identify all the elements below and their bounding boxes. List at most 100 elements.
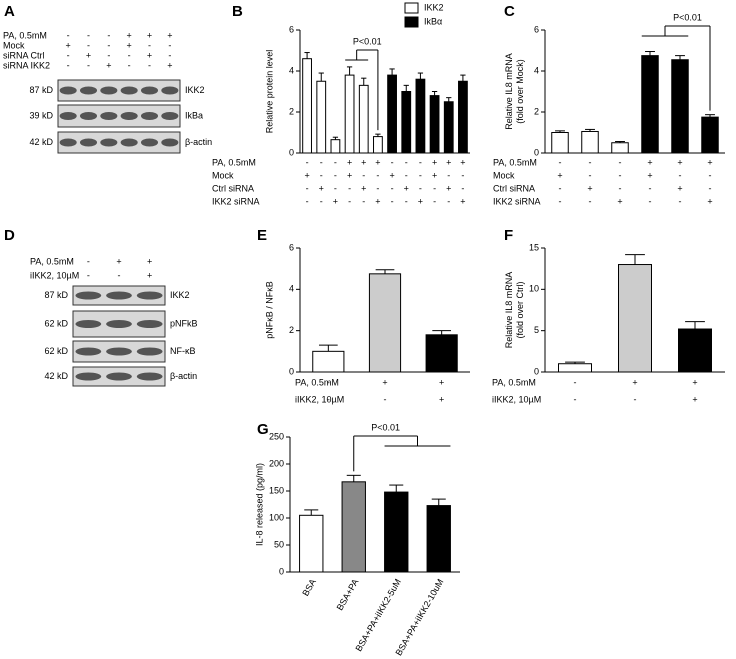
- condition-sign: +: [677, 157, 682, 167]
- condition-label: PA, 0.5mM: [295, 377, 339, 387]
- condition-sign: +: [632, 377, 637, 387]
- legend-swatch: [404, 2, 419, 14]
- condition-sign: -: [447, 196, 450, 206]
- x-tick-label: BSA+PA: [335, 577, 361, 612]
- blot-band: [120, 86, 138, 95]
- condition-sign: +: [106, 60, 111, 70]
- size-label: 39 kD: [29, 110, 53, 120]
- condition-sign: +: [127, 30, 132, 40]
- blot-band: [161, 112, 179, 120]
- y-tick-label: 0: [289, 366, 294, 376]
- blot-band: [75, 347, 102, 356]
- blot-band: [59, 138, 77, 147]
- condition-label: PA, 0.5mM: [492, 377, 536, 387]
- condition-sign: -: [574, 394, 577, 404]
- condition-sign: -: [327, 377, 330, 387]
- x-tick-label: BSA+PA+iIKK2-5uM: [353, 577, 403, 653]
- bar: [368, 273, 402, 373]
- condition-sign: +: [147, 256, 152, 266]
- condition-sign: +: [418, 196, 423, 206]
- condition-sign: +: [361, 157, 366, 167]
- condition-sign: +: [617, 196, 622, 206]
- y-tick-label: 200: [269, 458, 284, 468]
- y-tick-label: 4: [289, 284, 294, 294]
- condition-sign: -: [709, 170, 712, 180]
- condition-label: PA, 0.5mM: [3, 30, 47, 40]
- condition-label: Ctrl siRNA: [493, 183, 535, 193]
- condition-sign: -: [320, 157, 323, 167]
- condition-sign: +: [677, 183, 682, 193]
- bar: [358, 84, 369, 154]
- condition-sign: -: [118, 270, 121, 280]
- blot-band: [75, 291, 102, 300]
- y-axis-label: Relative IL8 mRNA: [504, 53, 514, 130]
- condition-sign: +: [86, 50, 91, 60]
- y-axis-label: pNFκB / NFκB: [264, 281, 274, 339]
- condition-sign: -: [128, 60, 131, 70]
- condition-sign: -: [306, 157, 309, 167]
- condition-sign: -: [634, 394, 637, 404]
- condition-label: iIKK2, 10µM: [492, 394, 541, 404]
- size-label: 87 kD: [44, 290, 68, 300]
- condition-sign: +: [66, 40, 71, 50]
- blot-strip: [57, 104, 181, 128]
- y-tick-label: 0: [289, 147, 294, 157]
- condition-sign: -: [107, 30, 110, 40]
- blot-band: [106, 291, 132, 300]
- blot-band: [59, 112, 77, 120]
- condition-label: Ctrl siRNA: [212, 183, 254, 193]
- condition-sign: -: [405, 196, 408, 206]
- bar: [426, 505, 451, 573]
- condition-label: Mock: [3, 40, 25, 50]
- condition-sign: -: [649, 196, 652, 206]
- y-tick-label: 6: [289, 242, 294, 252]
- size-label: 62 kD: [44, 346, 68, 356]
- blot-band: [75, 372, 102, 381]
- annotation: P<0.01: [371, 422, 400, 432]
- blot-band: [161, 138, 179, 147]
- condition-sign: +: [147, 50, 152, 60]
- condition-sign: -: [348, 196, 351, 206]
- protein-label: IkBa: [185, 110, 203, 120]
- protein-label: NF-κB: [170, 346, 196, 356]
- condition-sign: -: [306, 196, 309, 206]
- condition-sign: -: [559, 183, 562, 193]
- condition-label: IKK2 siRNA: [493, 196, 541, 206]
- condition-sign: -: [405, 170, 408, 180]
- blot-band: [120, 138, 138, 147]
- condition-sign: -: [334, 170, 337, 180]
- condition-sign: -: [384, 394, 387, 404]
- condition-sign: -: [419, 170, 422, 180]
- protein-label: IKK2: [170, 290, 190, 300]
- blot-band: [100, 86, 118, 95]
- size-label: 87 kD: [29, 85, 53, 95]
- condition-sign: +: [382, 377, 387, 387]
- bar: [429, 95, 440, 154]
- condition-sign: -: [376, 170, 379, 180]
- condition-sign: +: [707, 157, 712, 167]
- condition-sign: +: [127, 40, 132, 50]
- condition-sign: +: [460, 196, 465, 206]
- blot-strip: [57, 79, 181, 102]
- bar: [344, 74, 355, 154]
- bar: [425, 334, 458, 373]
- bar: [387, 74, 397, 154]
- condition-sign: -: [679, 170, 682, 180]
- condition-sign: -: [327, 394, 330, 404]
- y-tick-label: 2: [289, 106, 294, 116]
- bar: [330, 139, 341, 154]
- bar: [341, 481, 366, 573]
- condition-sign: -: [128, 50, 131, 60]
- bar: [701, 116, 719, 154]
- condition-sign: +: [361, 183, 366, 193]
- condition-sign: -: [589, 170, 592, 180]
- condition-label: Mock: [493, 170, 515, 180]
- blot-band: [136, 372, 163, 381]
- condition-sign: -: [649, 183, 652, 193]
- panel-letter: A: [4, 3, 15, 20]
- y-tick-label: 2: [289, 325, 294, 335]
- condition-sign: -: [589, 157, 592, 167]
- condition-label: siRNA IKK2: [3, 60, 50, 70]
- blot-band: [79, 138, 98, 147]
- blot-band: [140, 86, 159, 95]
